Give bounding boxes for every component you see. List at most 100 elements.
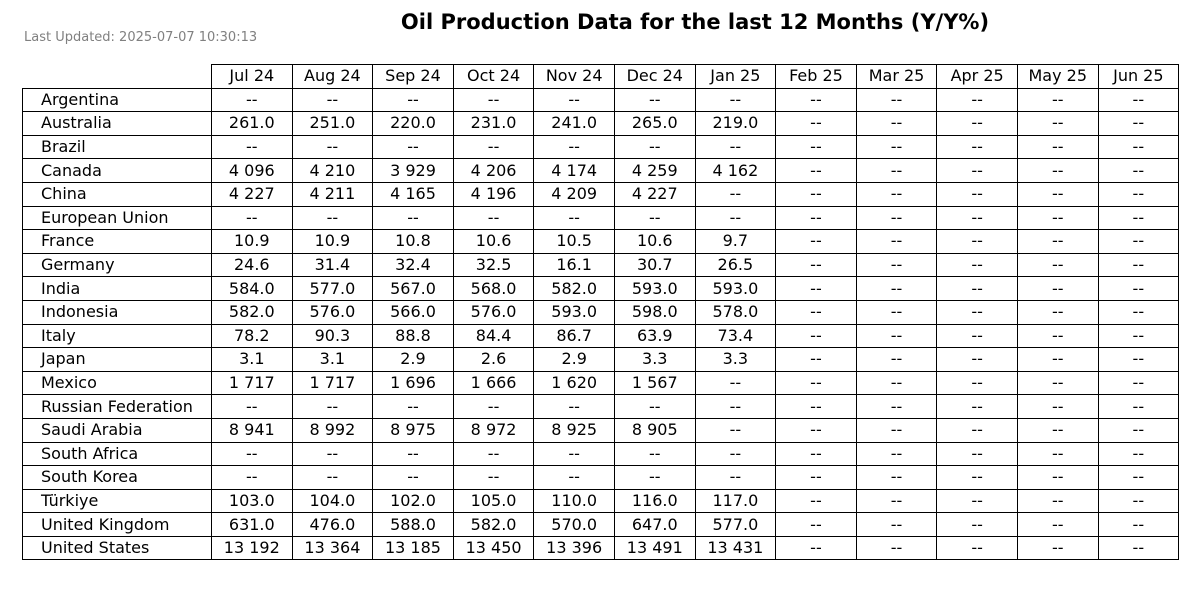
- value-cell: --: [1097, 417, 1180, 443]
- value-cell: --: [291, 465, 374, 490]
- value-cell: --: [452, 134, 535, 160]
- country-cell: Russian Federation: [22, 394, 212, 419]
- value-cell: --: [1097, 323, 1180, 349]
- value-cell: 86.7: [533, 323, 615, 349]
- value-cell: --: [452, 465, 535, 490]
- value-cell: 1 567: [613, 370, 696, 396]
- value-cell: 9.7: [694, 229, 777, 254]
- value-cell: 3.3: [613, 347, 696, 372]
- column-header: Apr 25: [936, 64, 1018, 89]
- value-cell: 584.0: [211, 276, 293, 301]
- value-cell: 13 450: [452, 535, 535, 561]
- value-cell: 567.0: [372, 276, 454, 301]
- value-cell: --: [855, 87, 938, 113]
- value-cell: --: [1097, 276, 1180, 301]
- value-cell: 220.0: [372, 111, 454, 136]
- table-row: United States 13 192 13 364 13 185 13 450 13 …: [22, 535, 1180, 561]
- value-cell: --: [1016, 488, 1099, 514]
- value-cell: --: [1097, 252, 1180, 278]
- value-cell: --: [775, 465, 857, 490]
- value-cell: --: [936, 158, 1018, 183]
- value-cell: --: [694, 394, 777, 419]
- value-cell: --: [855, 134, 938, 160]
- value-cell: --: [775, 111, 857, 136]
- value-cell: --: [936, 488, 1018, 514]
- value-cell: 8 941: [211, 417, 293, 443]
- value-cell: 10.6: [613, 229, 696, 254]
- value-cell: 576.0: [452, 299, 535, 325]
- value-cell: --: [694, 441, 777, 467]
- value-cell: --: [775, 158, 857, 183]
- table-row: European Union -- -- -- -- -- -- -- -- -- -- -- --: [22, 205, 1180, 231]
- value-cell: --: [1016, 441, 1099, 467]
- value-cell: 90.3: [291, 323, 374, 349]
- oil-production-table: Jul 24 Aug 24 Sep 24 Oct 24 Nov 24 Dec 24 Jan …: [22, 64, 1180, 561]
- column-header: Oct 24: [452, 64, 535, 89]
- country-cell: Japan: [22, 347, 212, 372]
- value-cell: 4 259: [613, 158, 696, 183]
- value-cell: --: [1016, 158, 1099, 183]
- value-cell: --: [1016, 229, 1099, 254]
- value-cell: --: [452, 205, 535, 231]
- table-corner-cell: [23, 65, 212, 89]
- column-header: Mar 25: [855, 64, 938, 89]
- value-cell: --: [211, 394, 293, 419]
- value-cell: --: [1016, 299, 1099, 325]
- value-cell: 102.0: [372, 488, 454, 514]
- column-header: Dec 24: [613, 64, 696, 89]
- column-header: Jan 25: [694, 64, 777, 89]
- chart-title: Oil Production Data for the last 12 Mont…: [400, 10, 990, 34]
- value-cell: --: [775, 417, 857, 443]
- value-cell: --: [533, 441, 615, 467]
- value-cell: --: [1097, 111, 1180, 136]
- value-cell: --: [936, 417, 1018, 443]
- value-cell: --: [1097, 370, 1180, 396]
- table-row: Argentina -- -- -- -- -- -- -- -- -- -- -- --: [22, 87, 1180, 113]
- value-cell: --: [855, 111, 938, 136]
- value-cell: --: [533, 394, 615, 419]
- value-cell: --: [936, 394, 1018, 419]
- value-cell: 13 192: [211, 535, 293, 561]
- value-cell: --: [855, 465, 938, 490]
- value-cell: --: [291, 441, 374, 467]
- value-cell: --: [855, 205, 938, 231]
- value-cell: 1 696: [372, 370, 454, 396]
- value-cell: --: [775, 229, 857, 254]
- value-cell: 104.0: [291, 488, 374, 514]
- value-cell: --: [372, 134, 454, 160]
- value-cell: --: [1016, 134, 1099, 160]
- value-cell: 582.0: [533, 276, 615, 301]
- column-header: Jun 25: [1097, 64, 1180, 89]
- value-cell: 576.0: [291, 299, 374, 325]
- last-updated-label: Last Updated: 2025-07-07 10:30:13: [24, 30, 258, 45]
- value-cell: --: [291, 205, 374, 231]
- value-cell: --: [936, 370, 1018, 396]
- value-cell: 105.0: [452, 488, 535, 514]
- value-cell: --: [1097, 488, 1180, 514]
- value-cell: 2.9: [533, 347, 615, 372]
- value-cell: 1 620: [533, 370, 615, 396]
- value-cell: 2.6: [452, 347, 535, 372]
- value-cell: 8 992: [291, 417, 374, 443]
- value-cell: --: [211, 465, 293, 490]
- value-cell: --: [855, 229, 938, 254]
- value-cell: --: [211, 87, 293, 113]
- value-cell: 84.4: [452, 323, 535, 349]
- value-cell: --: [855, 441, 938, 467]
- value-cell: 10.9: [291, 229, 374, 254]
- value-cell: --: [1097, 229, 1180, 254]
- value-cell: 4 209: [533, 181, 615, 207]
- value-cell: --: [1097, 535, 1180, 561]
- country-cell: Mexico: [22, 370, 212, 396]
- value-cell: --: [613, 465, 696, 490]
- country-cell: Türkiye: [22, 488, 212, 514]
- value-cell: --: [775, 87, 857, 113]
- country-cell: Brazil: [22, 134, 212, 160]
- table-row: Australia 261.0 251.0 220.0 231.0 241.0 265.0 2…: [22, 111, 1180, 136]
- value-cell: --: [1097, 205, 1180, 231]
- value-cell: 593.0: [613, 276, 696, 301]
- country-cell: India: [22, 276, 212, 301]
- value-cell: 578.0: [694, 299, 777, 325]
- value-cell: --: [613, 205, 696, 231]
- value-cell: 1 666: [452, 370, 535, 396]
